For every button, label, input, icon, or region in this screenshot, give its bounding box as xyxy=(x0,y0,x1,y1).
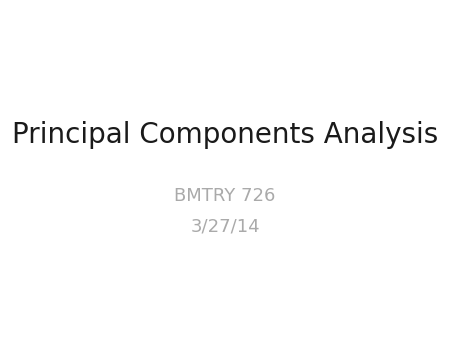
Text: Principal Components Analysis: Principal Components Analysis xyxy=(12,121,438,149)
Text: 3/27/14: 3/27/14 xyxy=(190,217,260,236)
Text: BMTRY 726: BMTRY 726 xyxy=(174,187,276,205)
